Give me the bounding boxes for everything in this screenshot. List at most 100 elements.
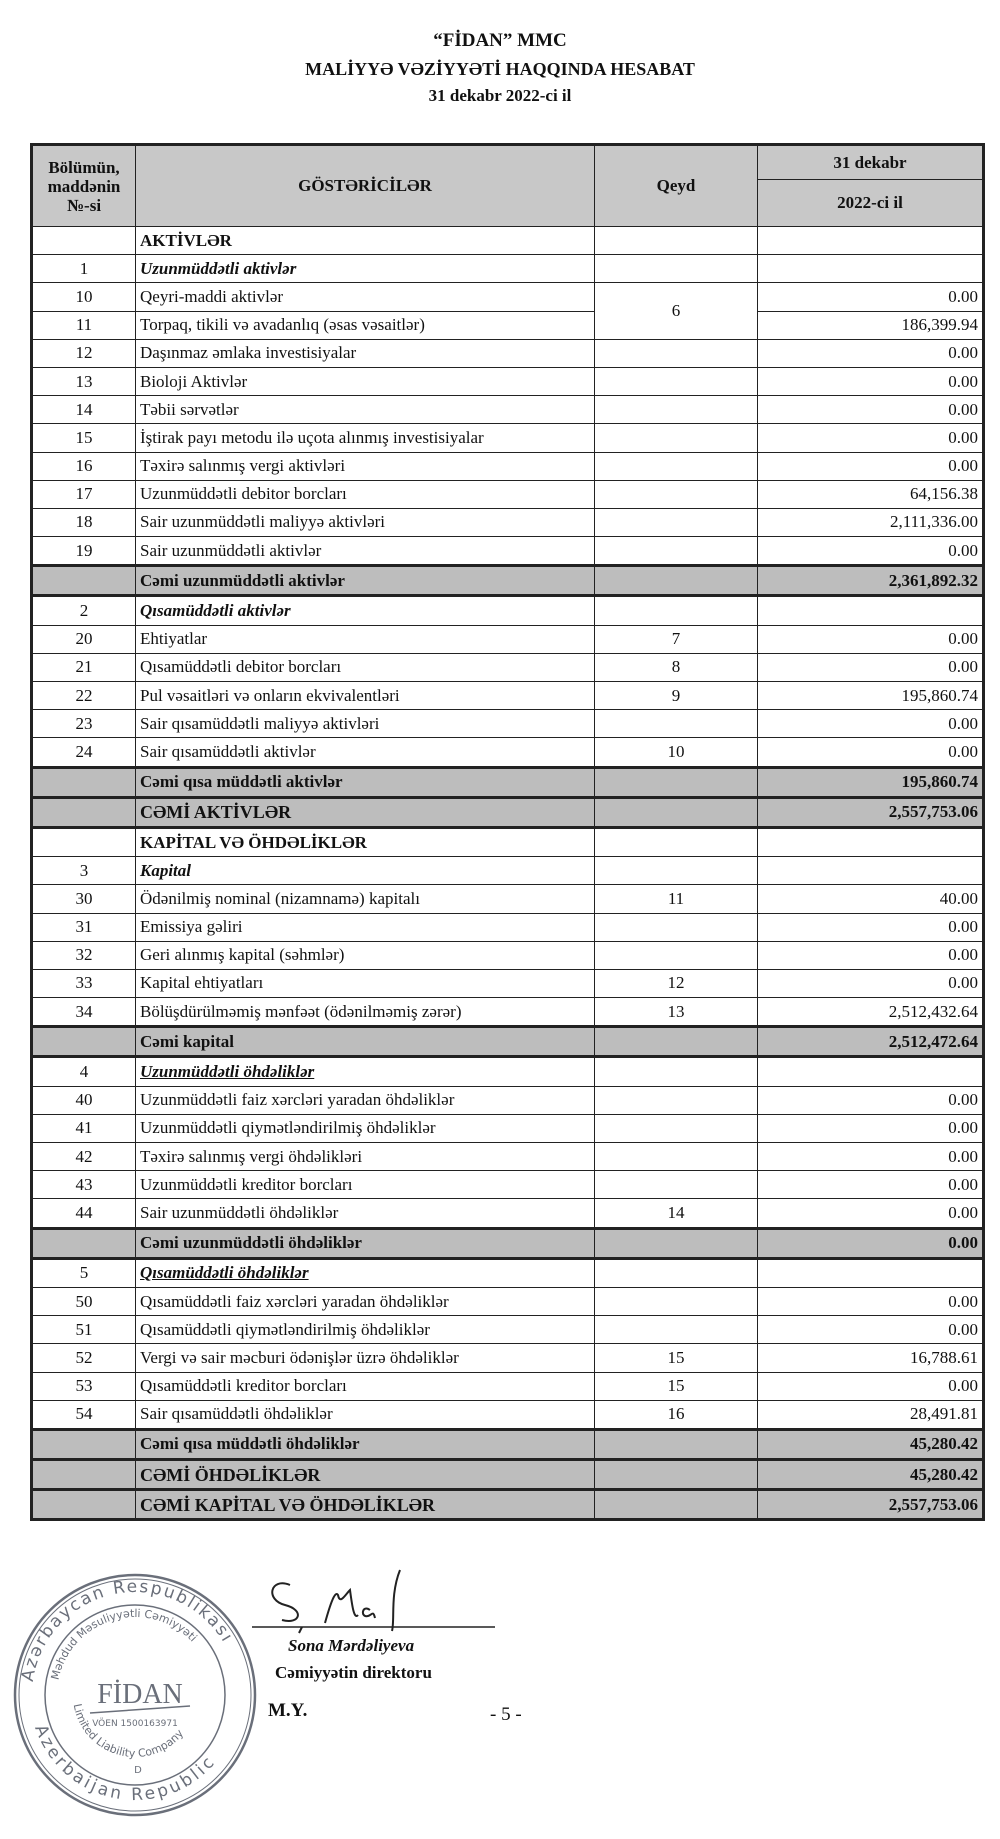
row-value: 0.00 <box>757 737 984 768</box>
row-number <box>31 1488 136 1522</box>
row-number <box>31 1025 136 1059</box>
row-note <box>594 1226 758 1260</box>
table-row: 13 Bioloji Aktivlər 0.00 <box>31 366 984 397</box>
row-number: 54 <box>31 1399 136 1430</box>
row-number: 4 <box>31 1056 136 1087</box>
row-label: Bölüşdürülməmiş mənfəət (ödənilməmiş zər… <box>135 997 595 1028</box>
row-note <box>594 564 758 598</box>
table-row: 1 Uzunmüddətli aktivlər <box>31 254 984 284</box>
row-label-text: Sair uzunmüddətli maliyyə aktivləri <box>140 512 386 532</box>
table-row: 15 İştirak payı metodu ilə uçota alınmış … <box>31 423 984 453</box>
row-label-text: CƏMİ ÖHDƏLİKLƏR <box>140 1464 321 1485</box>
row-note <box>594 395 758 425</box>
row-value: 0.00 <box>757 282 984 312</box>
row-number: 53 <box>31 1371 136 1401</box>
row-number: 17 <box>31 479 136 509</box>
row-label-text: Uzunmüddətli aktivlər <box>140 258 297 278</box>
row-note <box>594 338 758 368</box>
row-label-text: Qısamüddətli faiz xərcləri yaradan öhdəl… <box>140 1291 449 1311</box>
col-label-header: GÖSTƏRİCİLƏR <box>135 144 595 227</box>
row-label: Uzunmüddətli qiymətləndirilmiş öhdəliklə… <box>135 1113 595 1144</box>
row-label: CƏMİ KAPİTAL VƏ ÖHDƏLİKLƏR <box>135 1488 595 1522</box>
row-note: 13 <box>594 997 758 1028</box>
row-label: Qısamüddətli kreditor borcları <box>135 1371 595 1401</box>
row-value: 0.00 <box>757 395 984 425</box>
row-note: 10 <box>594 737 758 768</box>
row-note <box>594 1286 758 1317</box>
row-label-text: Ödənilmiş nominal (nizamnamə) kapitalı <box>140 888 420 908</box>
row-label-text: Uzunmüddətli qiymətləndirilmiş öhdəliklə… <box>140 1118 436 1138</box>
row-label: Cəmi kapital <box>135 1025 595 1059</box>
row-note: 11 <box>594 884 758 914</box>
page-number: - 5 - <box>490 1704 522 1725</box>
col-period-header-bottom: 2022-ci il <box>757 179 984 227</box>
row-label-text: Qısamüddətli debitor borcları <box>140 657 342 677</box>
row-label: Geri alınmış kapital (səhmlər) <box>135 940 595 970</box>
row-value: 2,361,892.32 <box>757 564 984 598</box>
row-label: Daşınmaz əmlaka investisiyalar <box>135 338 595 368</box>
report-date: 31 dekabr 2022-ci il <box>428 86 572 105</box>
row-value: 0.00 <box>757 1198 984 1229</box>
table-row: 20 Ehtiyatlar 7 0.00 <box>31 624 984 654</box>
row-note <box>594 225 758 256</box>
row-value: 0.00 <box>757 1286 984 1317</box>
row-label: Sair uzunmüddətli maliyyə aktivləri <box>135 507 595 538</box>
stamp-letter: D <box>134 1765 142 1776</box>
svg-text:Azərbaycan Respublikası: Azərbaycan Respublikası <box>18 1577 238 1683</box>
row-number: 10 <box>31 282 136 312</box>
row-number <box>31 1226 136 1260</box>
row-note: 7 <box>594 624 758 654</box>
row-label: Təxirə salınmış vergi öhdəlikləri <box>135 1141 595 1172</box>
row-number: 5 <box>31 1257 136 1288</box>
row-number: 15 <box>31 423 136 453</box>
row-number: 51 <box>31 1315 136 1345</box>
table-row: 14 Təbii sərvətlər 0.00 <box>31 395 984 425</box>
row-label-text: Daşınmaz əmlaka investisiyalar <box>140 343 357 363</box>
table-row: AKTİVLƏR <box>31 225 984 256</box>
row-label: Təbii sərvətlər <box>135 395 595 425</box>
row-value: 0.00 <box>757 940 984 970</box>
row-note: 15 <box>594 1371 758 1401</box>
row-label: Uzunmüddətli öhdəliklər <box>135 1056 595 1087</box>
row-value: 64,156.38 <box>757 479 984 509</box>
row-label-text: İştirak payı metodu ilə uçota alınmış in… <box>140 427 484 447</box>
table-row: 17 Uzunmüddətli debitor borcları 64,156.38 <box>31 479 984 509</box>
row-label-text: Təbii sərvətlər <box>140 399 239 419</box>
row-label-text: Sair qısamüddətli maliyyə aktivləri <box>140 713 380 733</box>
row-value: 0.00 <box>757 1113 984 1144</box>
row-note <box>594 1170 758 1200</box>
row-number <box>31 564 136 598</box>
row-number: 21 <box>31 652 136 683</box>
row-number: 34 <box>31 997 136 1028</box>
table-total-row: CƏMİ ÖHDƏLİKLƏR 45,280.42 <box>31 1458 984 1492</box>
row-label: Təxirə salınmış vergi aktivləri <box>135 451 595 481</box>
svg-text:Azerbaijan Republic: Azerbaijan Republic <box>30 1722 220 1805</box>
row-value: 2,557,753.06 <box>757 1488 984 1522</box>
table-total-row: Cəmi uzunmüddətli öhdəliklər 0.00 <box>31 1226 984 1260</box>
row-value <box>757 225 984 256</box>
row-label-text: Qısamüddətli öhdəliklər <box>140 1263 309 1283</box>
row-label: Sair qısamüddətli öhdəliklər <box>135 1399 595 1430</box>
row-label: CƏMİ ÖHDƏLİKLƏR <box>135 1458 595 1492</box>
row-number: 44 <box>31 1198 136 1229</box>
row-value <box>757 1056 984 1087</box>
table-row: 42 Təxirə salınmış vergi öhdəlikləri 0.00 <box>31 1141 984 1172</box>
row-value: 0.00 <box>757 652 984 683</box>
row-value: 0.00 <box>757 451 984 481</box>
row-label: Uzunmüddətli faiz xərcləri yaradan öhdəl… <box>135 1085 595 1115</box>
row-label-text: Uzunmüddətli kreditor borcları <box>140 1174 353 1194</box>
row-label: Sair qısamüddətli maliyyə aktivləri <box>135 709 595 739</box>
row-label: KAPİTAL VƏ ÖHDƏLİKLƏR <box>135 826 595 858</box>
row-label: Cəmi qısa müddətli aktivlər <box>135 765 595 799</box>
row-number: 3 <box>31 856 136 886</box>
row-number: 12 <box>31 338 136 368</box>
row-value: 195,860.74 <box>757 765 984 799</box>
table-row: 51 Qısamüddətli qiymətləndirilmiş öhdəlik… <box>31 1315 984 1345</box>
row-label-text: Uzunmüddətli faiz xərcləri yaradan öhdəl… <box>140 1090 455 1110</box>
stamp-company-name: FİDAN <box>97 1679 183 1710</box>
table-row: 10 Qeyri-maddi aktivlər 6 0.00 <box>31 282 984 340</box>
row-note <box>594 765 758 799</box>
row-label: Emissiya gəliri <box>135 912 595 942</box>
row-value: 2,512,472.64 <box>757 1025 984 1059</box>
row-value: 0.00 <box>757 1226 984 1260</box>
